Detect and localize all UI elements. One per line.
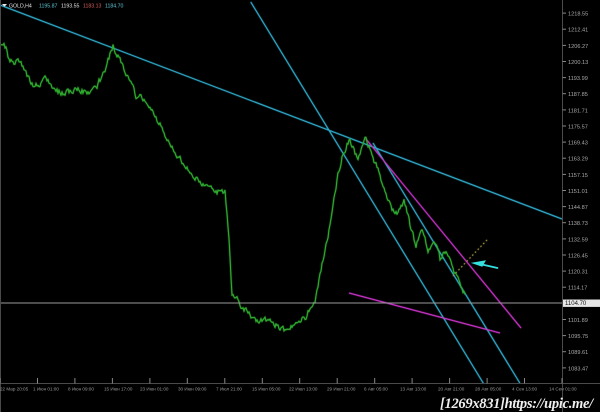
svg-text:1175.57: 1175.57: [568, 124, 588, 130]
svg-text:1212.41: 1212.41: [568, 28, 588, 34]
svg-text:1206.27: 1206.27: [568, 44, 588, 50]
svg-text:30 Июн 09:00: 30 Июн 09:00: [178, 387, 207, 392]
svg-text:4 Сен 13:00: 4 Сен 13:00: [512, 387, 537, 392]
svg-text:[1269x831]https://upic.me/: [1269x831]https://upic.me/: [440, 396, 595, 412]
svg-text:1095.75: 1095.75: [568, 334, 588, 340]
svg-text:1151.01: 1151.01: [568, 189, 588, 195]
svg-text:28 Авг 05:00: 28 Авг 05:00: [475, 387, 502, 392]
svg-text:1104.70: 1104.70: [565, 301, 587, 307]
svg-text:1193.55: 1193.55: [61, 3, 79, 9]
svg-text:6 Авг 05:00: 6 Авг 05:00: [364, 387, 388, 392]
svg-text:1126.45: 1126.45: [568, 253, 588, 259]
svg-text:1089.61: 1089.61: [568, 350, 588, 356]
svg-text:1120.31: 1120.31: [568, 270, 588, 276]
svg-text:22 Июл 13:00: 22 Июл 13:00: [289, 387, 318, 392]
svg-text:1183.13: 1183.13: [83, 3, 101, 9]
svg-text:15 Июл 05:00: 15 Июл 05:00: [252, 387, 281, 392]
svg-text:13 Авг 13:00: 13 Авг 13:00: [400, 387, 427, 392]
svg-text:1157.15: 1157.15: [568, 173, 588, 179]
svg-text:22 Мар 20:05: 22 Мар 20:05: [0, 387, 29, 392]
svg-text:1187.85: 1187.85: [568, 92, 588, 98]
svg-text:8 Июн 09:00: 8 Июн 09:00: [68, 387, 94, 392]
svg-text:1181.71: 1181.71: [568, 108, 588, 114]
svg-text:1144.87: 1144.87: [568, 205, 588, 211]
svg-text:1083.47: 1083.47: [568, 366, 588, 372]
svg-text:1200.13: 1200.13: [568, 60, 588, 66]
svg-text:23 Июн 01:00: 23 Июн 01:00: [140, 387, 169, 392]
svg-text:1195.87: 1195.87: [39, 3, 57, 9]
svg-text:1184.70: 1184.70: [105, 3, 123, 9]
svg-text:1101.89: 1101.89: [568, 318, 588, 324]
svg-text:29 Июл 21:00: 29 Июл 21:00: [327, 387, 356, 392]
svg-text:14 Сен 01:00: 14 Сен 01:00: [549, 387, 577, 392]
svg-text:20 Авг 21:00: 20 Авг 21:00: [438, 387, 465, 392]
svg-text:15 Июн 17:00: 15 Июн 17:00: [104, 387, 133, 392]
svg-text:1 Июн 01:00: 1 Июн 01:00: [33, 387, 59, 392]
svg-text:1132.59: 1132.59: [568, 237, 588, 243]
svg-text:1114.17: 1114.17: [568, 286, 587, 292]
svg-text:1193.99: 1193.99: [568, 76, 588, 82]
svg-text:7 Июл 21:00: 7 Июл 21:00: [216, 387, 242, 392]
svg-text:1218.55: 1218.55: [568, 12, 588, 18]
svg-text:1163.29: 1163.29: [568, 157, 588, 163]
svg-text:1138.73: 1138.73: [568, 221, 588, 227]
svg-text:1169.43: 1169.43: [568, 141, 588, 147]
svg-text:GOLD,H4: GOLD,H4: [9, 3, 32, 9]
